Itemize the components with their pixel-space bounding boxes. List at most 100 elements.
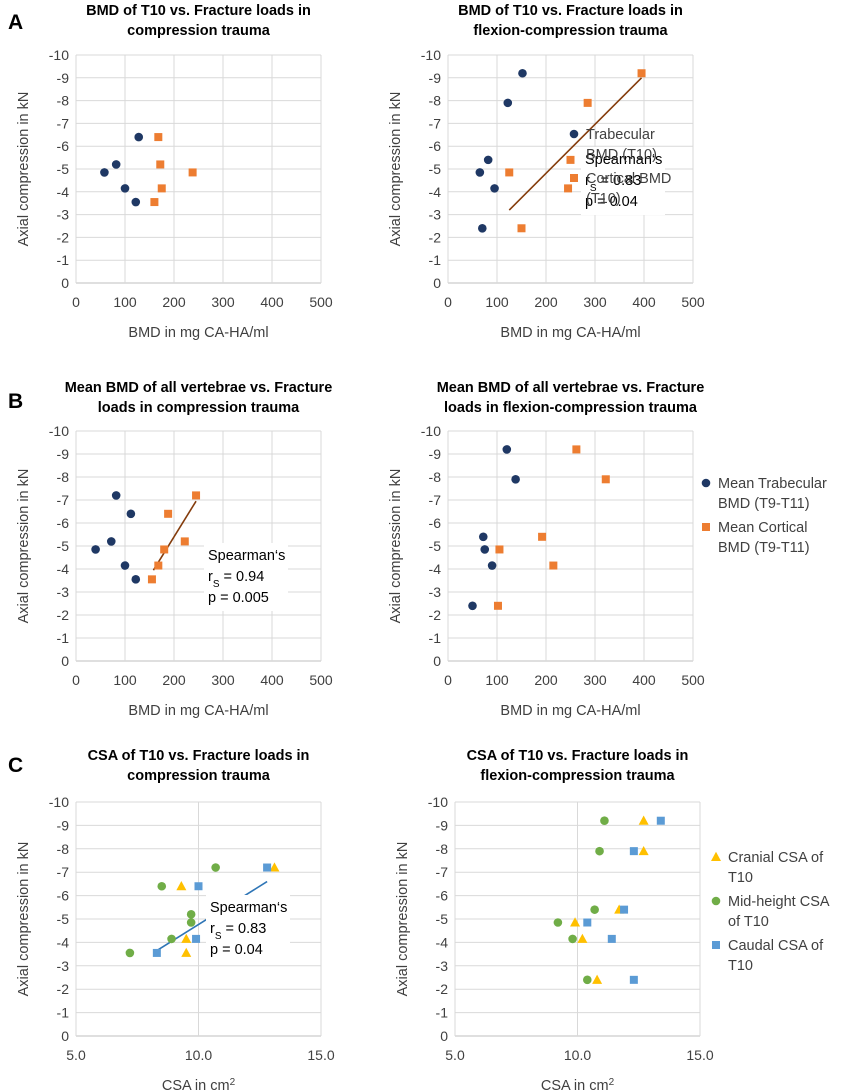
chart-title-line: BMD of T10 vs. Fracture loads in — [86, 3, 311, 19]
data-point-midheight — [186, 910, 196, 919]
legend-label: BMD (T9-T11) — [718, 496, 810, 512]
legend-label: Cranial CSA of — [728, 850, 824, 866]
data-point-cortical — [150, 198, 159, 207]
y-tick-label: -5 — [436, 911, 449, 927]
y-tick-label: -10 — [428, 794, 448, 810]
data-point-trabecular — [126, 509, 136, 519]
data-point-trabecular — [120, 561, 130, 570]
y-tick-label: -1 — [429, 252, 442, 268]
x-tick-label: 0 — [444, 672, 452, 688]
legend-marker-cortical — [702, 523, 710, 531]
legends-area: Trabecular BMD (T10) Cortical BMD (T10) Mean… — [569, 127, 830, 974]
data-point-midheight — [568, 934, 577, 944]
legend-c: Cranial CSA of T10 Mid-height CSA of T10 Cau… — [711, 850, 830, 974]
y-axis-title: Axial compression in kN — [16, 842, 32, 997]
data-point-cortical — [583, 98, 592, 107]
data-point-trabecular — [475, 168, 485, 177]
legend-a: Trabecular BMD (T10) Cortical BMD (T10) — [569, 127, 671, 207]
data-point-cortical — [572, 445, 581, 454]
y-axis-title: Axial compression in kN — [395, 842, 411, 997]
data-point-midheight — [157, 881, 167, 891]
data-point-midheight — [595, 846, 604, 856]
charts-area: BMD of T10 vs. Fracture loads in compress… — [16, 3, 714, 1092]
y-tick-label: -4 — [57, 184, 70, 200]
data-point-cortical — [564, 184, 573, 193]
data-point-midheight — [167, 934, 176, 944]
legend-marker-caudal — [712, 941, 720, 949]
chart-c2: CSA of T10 vs. Fracture loads in flexion-… — [395, 748, 714, 1092]
data-point-midheight — [125, 948, 135, 958]
y-tick-label: -3 — [57, 958, 70, 974]
chart-b1: Mean BMD of all vertebrae vs. Fracture lo… — [16, 380, 333, 719]
y-tick-label: 0 — [440, 1028, 448, 1044]
chart-a1: BMD of T10 vs. Fracture loads in compress… — [16, 3, 333, 341]
legend-item-cranial: Cranial CSA of T10 — [711, 850, 824, 886]
annotation-pvalue: p = 0.04 — [585, 194, 638, 210]
legend-marker-cortical — [570, 174, 578, 182]
y-tick-label: -2 — [57, 981, 70, 997]
annotation-box — [204, 543, 288, 611]
x-axis-title: BMD in mg CA-HA/ml — [500, 703, 640, 719]
legend-label: Trabecular — [586, 127, 655, 143]
x-tick-label: 100 — [485, 294, 509, 310]
y-tick-label: 0 — [433, 275, 441, 291]
data-point-trabecular — [502, 445, 512, 454]
legend-item-cortical: Cortical BMD (T10) — [570, 171, 671, 207]
data-point-trabecular — [490, 184, 499, 193]
y-tick-label: -5 — [57, 161, 70, 177]
y-tick-label: -4 — [429, 184, 442, 200]
y-tick-label: -7 — [429, 492, 442, 508]
y-tick-label: -10 — [421, 47, 441, 63]
x-tick-label: 100 — [113, 294, 137, 310]
legend-label: T10 — [728, 958, 753, 974]
y-tick-label: -5 — [429, 538, 442, 554]
data-point-caudal — [629, 975, 638, 984]
x-tick-label: 400 — [260, 294, 284, 310]
chart-title-line: flexion-compression trauma — [473, 23, 668, 39]
y-tick-label: -8 — [57, 93, 70, 109]
chart-title-line: compression trauma — [127, 768, 271, 784]
chart-title-line: BMD of T10 vs. Fracture loads in — [458, 3, 683, 19]
y-tick-label: -7 — [57, 115, 70, 131]
y-tick-label: -3 — [57, 584, 70, 600]
annotation-coefficient: rS = 0.83 — [210, 921, 266, 942]
legend-label: Cortical BMD — [586, 171, 671, 187]
x-tick-label: 100 — [113, 672, 137, 688]
y-tick-label: -2 — [429, 607, 442, 623]
y-tick-label: -7 — [57, 864, 70, 880]
y-tick-label: -1 — [57, 1005, 70, 1021]
y-tick-label: -1 — [436, 1005, 449, 1021]
y-tick-label: -9 — [57, 817, 70, 833]
panel-label-b: B — [8, 390, 23, 413]
legend-label: Mean Trabecular — [718, 476, 827, 492]
legend-item-midheight: Mid-height CSA of T10 — [711, 894, 830, 930]
y-tick-label: -6 — [429, 138, 442, 154]
series-caudal — [583, 816, 665, 984]
series-midheight — [125, 863, 220, 958]
y-tick-label: -9 — [429, 446, 442, 462]
y-tick-label: -5 — [429, 161, 442, 177]
series-trabecular — [91, 491, 141, 584]
y-tick-label: -6 — [57, 888, 70, 904]
y-tick-label: 0 — [61, 653, 69, 669]
y-tick-label: -10 — [49, 47, 69, 63]
y-tick-label: -1 — [57, 252, 70, 268]
annotation-pvalue: p = 0.04 — [210, 942, 263, 958]
legend-item-trabecular: Trabecular BMD (T10) — [569, 127, 657, 163]
data-point-trabecular — [111, 160, 121, 169]
data-point-cortical — [154, 133, 163, 142]
data-point-midheight — [590, 905, 599, 914]
data-point-cranial — [592, 974, 603, 984]
y-tick-label: -4 — [429, 561, 442, 577]
legend-label: Caudal CSA of — [728, 938, 824, 954]
data-point-cranial — [638, 815, 649, 825]
data-point-cortical — [566, 155, 575, 164]
y-tick-label: -7 — [57, 492, 70, 508]
chart-c1: CSA of T10 vs. Fracture loads in compress… — [16, 748, 335, 1092]
trendline — [508, 77, 643, 211]
legend-label: (T10) — [586, 191, 621, 207]
chart-title-line: loads in flexion-compression trauma — [444, 400, 698, 416]
y-tick-label: -4 — [57, 934, 70, 950]
y-tick-label: 0 — [61, 1028, 69, 1044]
chart-title-line: CSA of T10 vs. Fracture loads in — [467, 748, 689, 764]
